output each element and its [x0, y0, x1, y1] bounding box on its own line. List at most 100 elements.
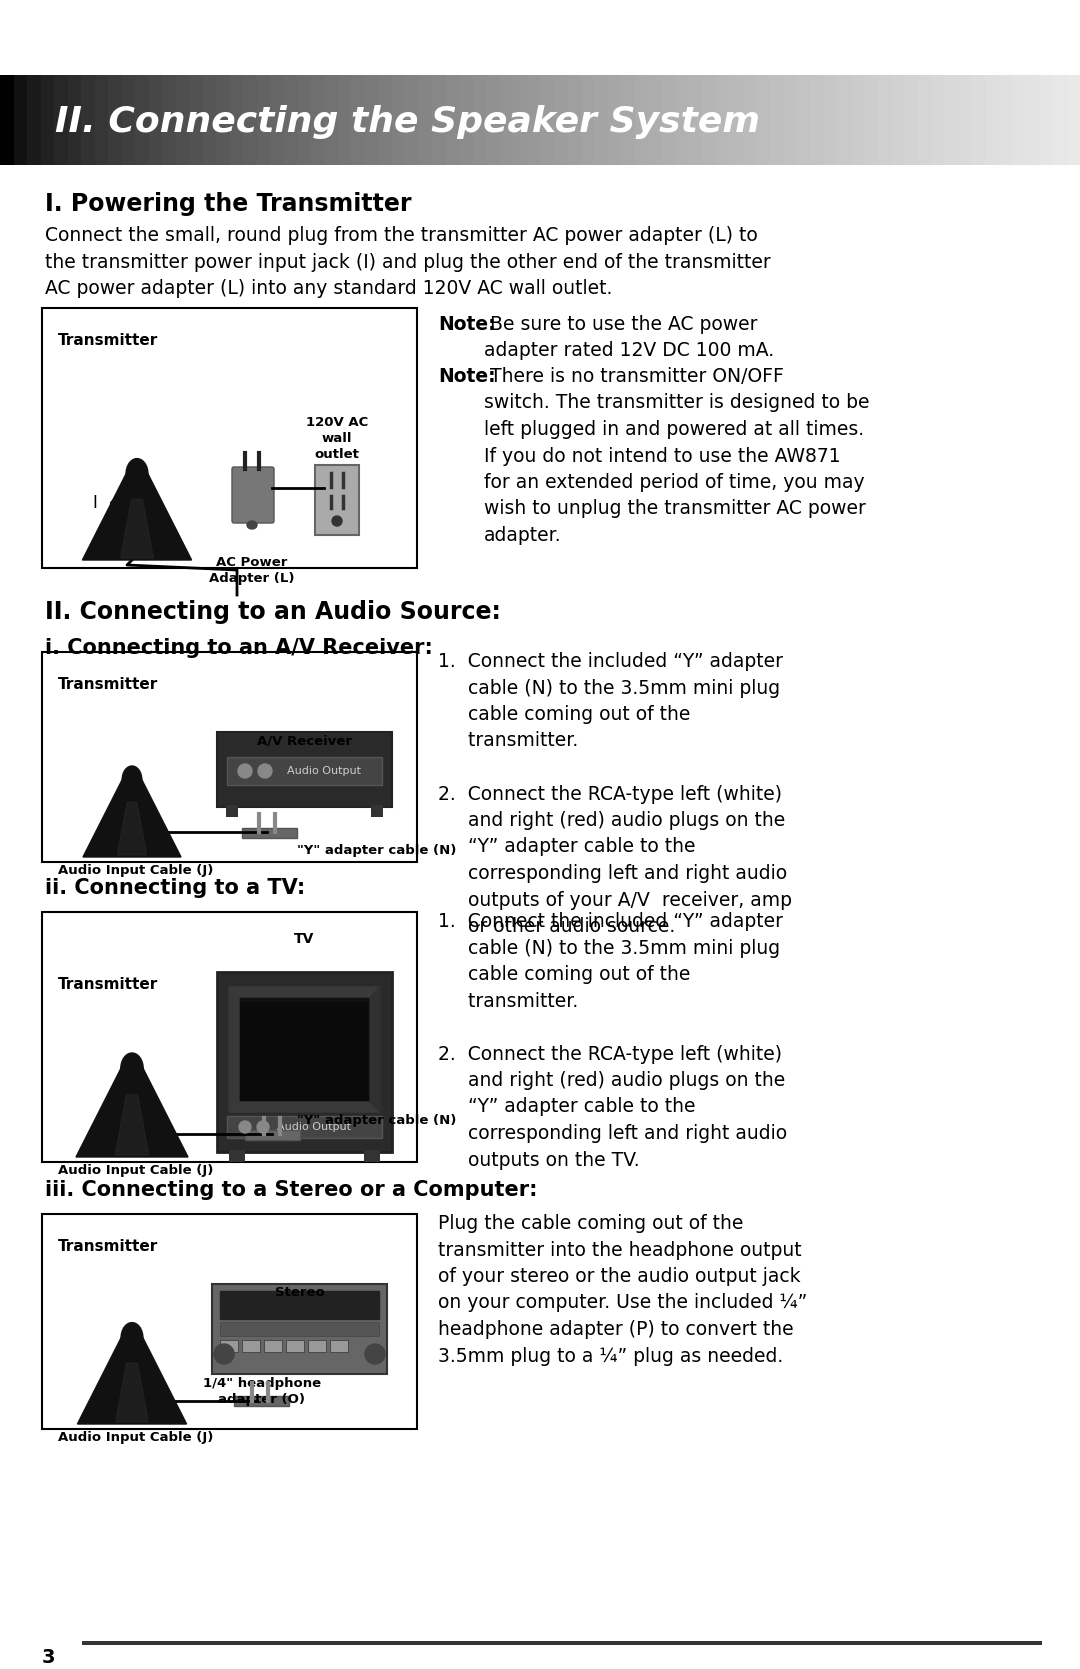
Bar [234, 1395, 289, 1405]
Bar [226, 804, 238, 818]
Bar [227, 758, 382, 784]
Bar [212, 1283, 387, 1374]
Bar [308, 1340, 326, 1352]
Bar [743, 75, 757, 165]
FancyBboxPatch shape [232, 467, 274, 522]
Bar [227, 1117, 382, 1138]
Bar [27, 75, 41, 165]
Bar [648, 75, 662, 165]
Bar [245, 1130, 300, 1140]
Text: I. Powering the Transmitter: I. Powering the Transmitter [45, 192, 411, 215]
Bar [42, 911, 417, 1162]
Bar [229, 986, 380, 1112]
Bar [162, 75, 176, 165]
Bar [220, 1322, 379, 1335]
Bar [513, 75, 527, 165]
Text: Note:: Note: [438, 367, 496, 386]
Text: Transmitter: Transmitter [58, 678, 159, 693]
Text: TV: TV [295, 931, 314, 946]
Bar [689, 75, 703, 165]
Bar [54, 75, 68, 165]
Polygon shape [76, 1068, 188, 1157]
Bar [217, 733, 392, 808]
Bar [135, 75, 149, 165]
Polygon shape [82, 474, 191, 561]
Bar [702, 75, 716, 165]
Bar [607, 75, 622, 165]
Bar [229, 1150, 245, 1162]
Bar [286, 1340, 303, 1352]
Text: There is no transmitter ON/OFF
switch. The transmitter is designed to be
left pl: There is no transmitter ON/OFF switch. T… [484, 367, 869, 546]
Bar [242, 828, 297, 838]
Bar [203, 75, 217, 165]
Text: Transmitter: Transmitter [58, 976, 159, 991]
Bar [756, 75, 770, 165]
Text: 120V AC
wall
outlet: 120V AC wall outlet [306, 416, 368, 461]
Bar [13, 75, 28, 165]
Ellipse shape [126, 459, 148, 489]
Polygon shape [116, 1095, 149, 1155]
Polygon shape [229, 986, 239, 1112]
Bar [459, 75, 473, 165]
Ellipse shape [121, 1322, 143, 1354]
Bar [242, 1340, 260, 1352]
Bar [1053, 75, 1067, 165]
Polygon shape [229, 986, 380, 996]
Bar [189, 75, 203, 165]
Text: Note:: Note: [438, 315, 496, 334]
Bar [405, 75, 419, 165]
Bar [365, 75, 379, 165]
Text: Audio Input Cable (J): Audio Input Cable (J) [58, 865, 214, 876]
Circle shape [239, 1122, 251, 1133]
Polygon shape [118, 803, 147, 855]
Bar [42, 1213, 417, 1429]
Bar [877, 75, 892, 165]
Bar [661, 75, 676, 165]
Bar [220, 1292, 379, 1319]
Circle shape [214, 1344, 234, 1364]
Text: 1.  Connect the included “Y” adapter
     cable (N) to the 3.5mm mini plug
     : 1. Connect the included “Y” adapter cabl… [438, 653, 792, 936]
Bar [499, 75, 514, 165]
Bar [851, 75, 865, 165]
Bar [337, 75, 352, 165]
Text: ii. Connecting to a TV:: ii. Connecting to a TV: [45, 878, 306, 898]
Bar [446, 75, 460, 165]
Text: Audio Input Cable (J): Audio Input Cable (J) [58, 1430, 214, 1444]
Bar [567, 75, 581, 165]
Text: Connect the small, round plug from the transmitter AC power adapter (L) to
the t: Connect the small, round plug from the t… [45, 225, 771, 299]
Circle shape [365, 1344, 384, 1364]
Bar [1013, 75, 1027, 165]
Bar [257, 75, 271, 165]
Bar [729, 75, 743, 165]
Text: 3: 3 [42, 1647, 55, 1667]
Polygon shape [83, 779, 181, 856]
Bar [972, 75, 986, 165]
Bar [149, 75, 163, 165]
Polygon shape [121, 499, 153, 557]
Bar [330, 1340, 348, 1352]
Text: "Y" adapter cable (N): "Y" adapter cable (N) [297, 1113, 457, 1127]
Ellipse shape [121, 1053, 144, 1085]
Bar [540, 75, 554, 165]
Bar [41, 75, 55, 165]
Text: A/V Receiver: A/V Receiver [257, 734, 352, 748]
Bar [243, 75, 257, 165]
Text: I: I [92, 494, 97, 512]
Text: Transmitter: Transmitter [58, 334, 159, 349]
Text: II. Connecting to an Audio Source:: II. Connecting to an Audio Source: [45, 599, 501, 624]
Circle shape [238, 764, 252, 778]
Bar [864, 75, 878, 165]
Text: iii. Connecting to a Stereo or a Computer:: iii. Connecting to a Stereo or a Compute… [45, 1180, 538, 1200]
Bar [621, 75, 635, 165]
Bar [239, 1001, 370, 1102]
Bar [372, 804, 383, 818]
Bar [216, 75, 230, 165]
Bar [0, 75, 14, 165]
Bar [121, 75, 136, 165]
Bar [473, 75, 487, 165]
Bar [95, 75, 109, 165]
Ellipse shape [122, 766, 141, 793]
Bar [378, 75, 392, 165]
Text: Audio Output: Audio Output [287, 766, 361, 776]
Bar [918, 75, 932, 165]
